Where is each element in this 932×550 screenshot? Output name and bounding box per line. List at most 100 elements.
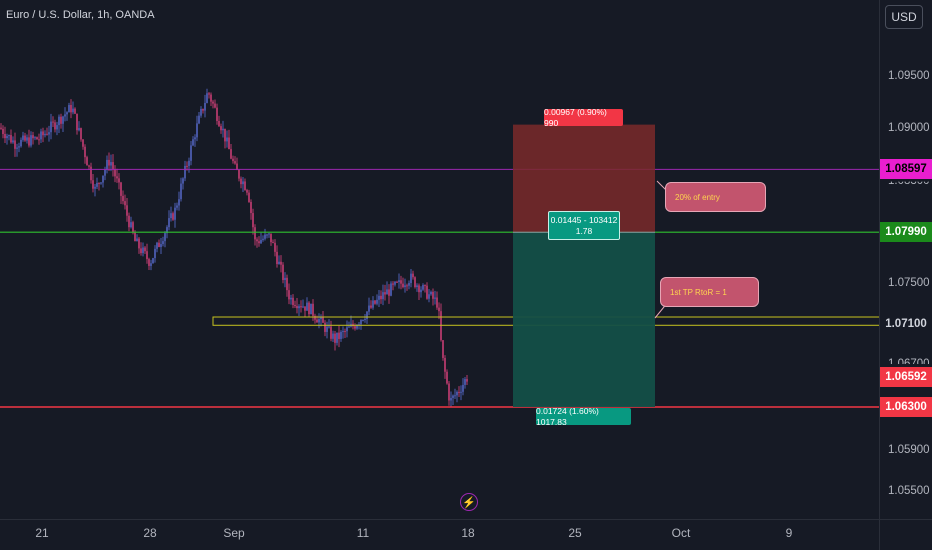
entry-label: 0.01445 - 103412 1.78 — [548, 211, 620, 240]
candle-body — [176, 205, 178, 208]
candle-body — [406, 285, 408, 287]
time-tick: 11 — [356, 526, 370, 540]
candle-body — [188, 160, 190, 166]
candle-body — [28, 137, 30, 146]
candle-body — [182, 178, 184, 184]
candle-body — [64, 114, 66, 117]
price-tick: 1.07500 — [888, 277, 930, 289]
callout-entry-note[interactable]: 20% of entry — [665, 182, 766, 212]
candle-body — [18, 146, 20, 148]
candle-body — [268, 233, 270, 235]
candle-body — [110, 162, 112, 166]
candle-body — [372, 300, 374, 308]
candle-body — [368, 305, 370, 312]
candle-body — [44, 133, 46, 136]
candle-body — [138, 238, 140, 249]
time-tick: 9 — [785, 526, 793, 540]
candle-body — [192, 139, 194, 146]
candle-body — [292, 297, 294, 306]
candle-body — [458, 391, 460, 393]
candle-body — [246, 190, 248, 193]
candle-body — [424, 285, 426, 287]
candle-body — [120, 182, 122, 196]
candle-body — [262, 238, 264, 240]
candle-body — [154, 248, 156, 259]
candle-body — [244, 181, 246, 191]
candle-body — [332, 333, 334, 339]
candle-body — [354, 326, 356, 329]
candle-body — [344, 331, 346, 333]
candle-body — [270, 233, 272, 243]
badge-last-price: 1.06592 — [880, 366, 932, 387]
candle-body — [382, 292, 384, 300]
candle-body — [8, 135, 10, 137]
callout-tp-note[interactable]: 1st TP RtoR = 1 — [660, 277, 759, 307]
candle-body — [236, 163, 238, 171]
candle-body — [448, 383, 450, 401]
candle-body — [46, 133, 48, 135]
candle-body — [304, 306, 306, 311]
candle-body — [146, 251, 148, 260]
candle-body — [224, 128, 226, 142]
candle-body — [392, 283, 394, 285]
candle-body — [364, 318, 366, 320]
candle-body — [204, 102, 206, 111]
candle-body — [414, 277, 416, 287]
candle-body — [320, 316, 322, 320]
candle-body — [124, 201, 126, 206]
time-tick: 28 — [143, 526, 157, 540]
candle-body — [132, 222, 134, 233]
candle-body — [206, 93, 208, 103]
candle-body — [454, 395, 456, 397]
candle-body — [54, 122, 56, 130]
candle-body — [466, 379, 468, 382]
candle-body — [56, 125, 58, 130]
candle-body — [266, 234, 268, 236]
candle-body — [88, 165, 90, 167]
candle-body — [140, 248, 142, 254]
candle-body — [230, 149, 232, 159]
candle-body — [196, 123, 198, 138]
candle-body — [144, 247, 146, 252]
candle-body — [340, 331, 342, 339]
candle-body — [384, 292, 386, 295]
candle-body — [174, 207, 176, 220]
candle-body — [334, 333, 336, 343]
entry-label-line1: 0.01445 - 103412 — [550, 214, 618, 225]
candle-body — [194, 137, 196, 140]
candle-body — [386, 289, 388, 295]
candle-body — [420, 289, 422, 293]
entry-label-line2: 1.78 — [575, 225, 593, 236]
candle-body — [330, 326, 332, 339]
candle-body — [462, 384, 464, 392]
candle-body — [128, 215, 130, 228]
candle-body — [190, 145, 192, 161]
candle-body — [450, 397, 452, 401]
candle-body — [248, 192, 250, 202]
candle-body — [134, 232, 136, 242]
candle-body — [280, 261, 282, 265]
candle-body — [106, 159, 108, 170]
candle-body — [216, 107, 218, 121]
candle-body — [172, 213, 174, 220]
candle-body — [112, 162, 114, 170]
price-tick: 1.05500 — [888, 485, 930, 497]
candle-body — [38, 139, 40, 141]
take-profit-text: 0.01724 (1.60%) 1017.83 — [536, 405, 599, 427]
candle-body — [32, 135, 34, 139]
candle-body — [366, 311, 368, 319]
candle-body — [202, 108, 204, 111]
currency-button[interactable]: USD — [885, 5, 923, 29]
candle-body — [290, 297, 292, 300]
stop-loss-text: 0.00967 (0.90%) 990 — [544, 106, 607, 128]
price-tick: 1.05900 — [888, 444, 930, 456]
candle-body — [22, 135, 24, 140]
candle-body — [400, 280, 402, 284]
callout-tp-text: 1st TP RtoR = 1 — [670, 287, 727, 297]
candle-body — [86, 157, 88, 166]
lightning-icon[interactable]: ⚡ — [460, 493, 478, 511]
candle-body — [282, 264, 284, 281]
price-tick-partial: 1.06700 — [888, 358, 930, 370]
badge-yellow-level: 1.07100 — [880, 314, 932, 335]
